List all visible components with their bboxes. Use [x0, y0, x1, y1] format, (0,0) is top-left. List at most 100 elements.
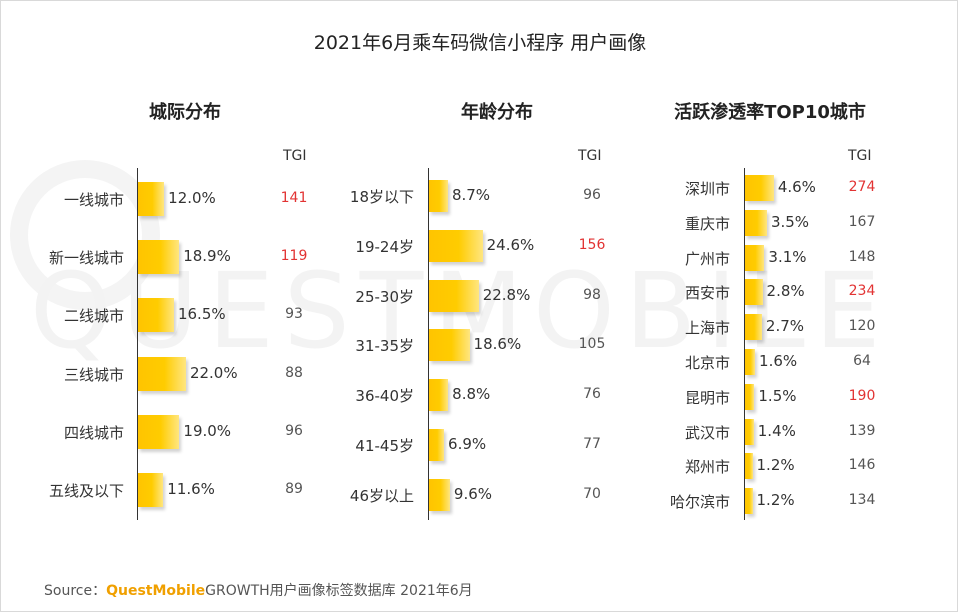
tgi-value: 96 [285, 422, 303, 439]
category-label: 西安市 [684, 284, 730, 303]
data-label: 16.5% [177, 305, 226, 324]
category-label: 北京市 [684, 354, 730, 372]
tgi-value: 234 [848, 283, 876, 300]
bar [745, 279, 763, 306]
tgi-value: 146 [848, 457, 876, 474]
data-label: 8.8% [452, 385, 491, 404]
tgi-value: 105 [578, 336, 606, 353]
data-label: 6.9% [448, 435, 487, 453]
source-prefix: Source： [44, 583, 107, 599]
bar [429, 180, 448, 212]
tgi-value: 88 [285, 364, 303, 381]
category-axis [744, 168, 745, 520]
data-label: 24.6% [486, 235, 535, 254]
source-brand: QuestMobile [106, 583, 206, 599]
category-label: 五线及以下 [48, 482, 124, 500]
data-label: 11.6% [167, 480, 215, 498]
bar [745, 488, 753, 515]
category-label: 昆明市 [684, 388, 730, 407]
data-label: 2.8% [766, 282, 805, 301]
tgi-value: 96 [583, 187, 601, 203]
category-label: 上海市 [684, 319, 730, 338]
bar [138, 414, 180, 449]
data-label: 8.7% [451, 186, 491, 204]
tgi-value: 98 [583, 286, 601, 303]
tgi-value: 148 [848, 248, 876, 265]
tgi-value: 89 [285, 481, 303, 497]
data-label: 22.0% [189, 363, 238, 382]
category-label: 46岁以上 [349, 486, 414, 505]
bar [138, 473, 164, 507]
tgi-value: 64 [853, 353, 871, 369]
category-label: 19-24岁 [355, 237, 414, 256]
category-label: 重庆市 [684, 214, 730, 233]
tgi-value: 134 [848, 492, 876, 509]
data-label: 2.7% [765, 317, 805, 336]
bar [745, 244, 765, 271]
category-axis [137, 168, 138, 520]
bar [745, 314, 762, 341]
data-label: 12.0% [168, 189, 216, 207]
category-label: 三线城市 [63, 365, 124, 384]
data-label: 4.6% [777, 178, 816, 196]
tgi-header: TGI [283, 148, 307, 164]
data-label: 1.2% [756, 491, 795, 510]
bar [138, 298, 174, 333]
category-label: 郑州市 [684, 458, 730, 477]
category-label: 31-35岁 [355, 337, 414, 356]
category-label: 哈尔滨市 [669, 493, 730, 512]
bar [745, 209, 767, 236]
tgi-value: 70 [583, 485, 601, 502]
data-label: 3.1% [768, 247, 807, 266]
category-label: 武汉市 [684, 423, 730, 442]
chart-title: 2021年6月乘车码微信小程序 用户画像 [313, 32, 647, 54]
source-note: Source：QuestMobileGROWTH用户画像标签数据库 2021年6… [44, 580, 473, 600]
tgi-value: 119 [280, 248, 308, 265]
category-label: 41-45岁 [355, 437, 414, 455]
data-label: 19.0% [183, 421, 232, 440]
data-label: 18.9% [183, 247, 231, 266]
category-label: 25-30岁 [355, 287, 414, 306]
tgi-value: 141 [280, 190, 308, 206]
data-label: 9.6% [453, 484, 493, 503]
bar [429, 279, 479, 312]
data-label: 1.2% [756, 456, 795, 475]
category-axis [428, 168, 429, 520]
panel-title: 城际分布 [149, 102, 221, 123]
bar [429, 478, 450, 511]
tgi-value: 167 [848, 213, 876, 230]
tgi-value: 139 [848, 422, 876, 439]
bar [138, 182, 165, 216]
source-text: GROWTH用户画像标签数据库 2021年6月 [205, 583, 473, 599]
data-label: 22.8% [482, 285, 531, 304]
data-label: 3.5% [770, 212, 810, 231]
bar [745, 418, 754, 445]
bar [745, 383, 755, 410]
tgi-value: 156 [578, 236, 606, 253]
tgi-header: TGI [578, 148, 602, 164]
data-label: 1.4% [757, 421, 796, 440]
category-label: 一线城市 [63, 191, 124, 209]
category-label: 新一线城市 [48, 249, 124, 268]
panel-title: 活跃渗透率TOP10城市 [674, 102, 866, 123]
bar [745, 175, 774, 201]
data-label: 1.6% [759, 352, 798, 370]
bar [429, 429, 445, 461]
tgi-value: 77 [583, 436, 601, 452]
panel-title: 年龄分布 [461, 102, 533, 123]
tgi-value: 274 [848, 179, 876, 195]
bar [745, 453, 753, 480]
data-label: 18.6% [473, 335, 522, 354]
bar [745, 349, 756, 375]
tgi-value: 76 [583, 386, 601, 403]
bar [429, 229, 483, 262]
category-label: 广州市 [684, 249, 730, 268]
bar [138, 356, 186, 391]
category-label: 二线城市 [63, 307, 124, 326]
category-label: 18岁以下 [349, 188, 414, 206]
category-label: 深圳市 [684, 180, 730, 198]
bar [429, 329, 470, 362]
tgi-value: 120 [848, 318, 876, 335]
tgi-value: 190 [848, 387, 876, 404]
